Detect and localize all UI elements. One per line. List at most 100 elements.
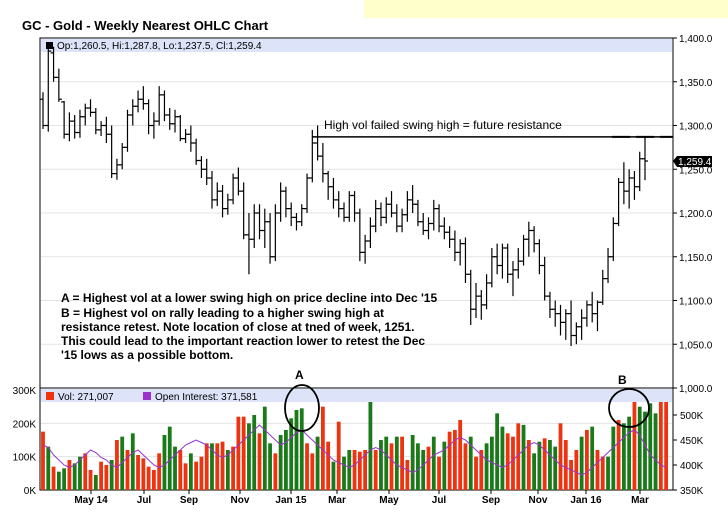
oi-tick-label: 350K bbox=[680, 486, 704, 497]
volume-bar bbox=[548, 440, 552, 490]
volume-bar bbox=[394, 436, 399, 490]
volume-bar bbox=[437, 456, 441, 490]
volume-bar bbox=[284, 430, 288, 490]
volume-bar bbox=[521, 425, 526, 490]
volume-bar bbox=[421, 450, 426, 490]
volume-bar bbox=[236, 416, 241, 490]
volume-bar bbox=[125, 450, 130, 490]
volume-bar bbox=[199, 456, 204, 490]
volume-bar bbox=[141, 458, 146, 490]
date-tick-label: Sep bbox=[180, 495, 198, 506]
date-tick-label: Nov bbox=[231, 495, 250, 506]
volume-bar bbox=[336, 421, 341, 490]
date-tick-label: Jul bbox=[432, 495, 447, 506]
explanation-line: '15 lows as a possible bottom. bbox=[61, 348, 233, 362]
open-interest-axis: 500K 450K 400K 350K bbox=[673, 411, 704, 497]
volume-bar bbox=[78, 456, 82, 490]
volume-bar bbox=[368, 398, 373, 490]
volume-bar bbox=[115, 440, 119, 490]
explanation-line: resistance retest. Note location of clos… bbox=[61, 320, 414, 334]
volume-legend-swatch bbox=[46, 392, 54, 400]
last-price-label: 1,259.4 bbox=[678, 157, 712, 168]
explanation-line: B = Highest vol on rally leading to a hi… bbox=[61, 306, 384, 320]
date-tick-label: May 14 bbox=[74, 495, 108, 506]
resistance-note: High vol failed swing high = future resi… bbox=[324, 118, 562, 132]
oi-tick-label: 400K bbox=[680, 461, 704, 472]
volume-bar bbox=[51, 466, 56, 490]
volume-bar bbox=[400, 436, 404, 490]
volume-bar bbox=[585, 430, 589, 490]
volume-bar bbox=[606, 456, 610, 490]
volume-bar bbox=[648, 403, 653, 490]
volume-bar bbox=[72, 463, 77, 490]
price-tick-label: 1,150.0 bbox=[679, 253, 713, 264]
volume-bar bbox=[305, 443, 309, 490]
volume-bar bbox=[664, 399, 669, 490]
volume-bar bbox=[373, 450, 378, 490]
volume-bar bbox=[405, 460, 410, 490]
price-bars bbox=[40, 45, 648, 346]
volume-bar bbox=[452, 430, 457, 490]
volume-bar bbox=[194, 461, 199, 490]
date-axis: May 14 Jul Sep Nov Jan 15 Mar May Jul Sep Nov Jan … bbox=[74, 490, 649, 506]
volume-tick-label: 100K bbox=[13, 453, 37, 464]
price-tick-label: 1,100.0 bbox=[679, 297, 713, 308]
volume-bar bbox=[416, 443, 420, 490]
volume-bar bbox=[505, 433, 510, 490]
volume-bar bbox=[357, 451, 362, 490]
volume-bar bbox=[379, 440, 383, 490]
volume-bars bbox=[41, 396, 669, 490]
volume-bar bbox=[225, 450, 230, 490]
marker-a-circle bbox=[284, 384, 320, 432]
volume-bar bbox=[178, 450, 183, 490]
volume-bar bbox=[167, 426, 172, 490]
volume-bar bbox=[342, 456, 346, 490]
date-tick-label: May bbox=[379, 495, 399, 506]
price-legend-bar bbox=[41, 39, 672, 52]
volume-bar bbox=[458, 420, 463, 490]
explanation-line: A = Highest vol at a lower swing high on… bbox=[61, 291, 437, 305]
volume-axis: 300K 200K 100K 0K bbox=[13, 386, 37, 497]
volume-bar bbox=[447, 431, 452, 490]
date-tick-label: Jan 15 bbox=[275, 495, 307, 506]
volume-bar bbox=[363, 450, 368, 490]
volume-bar bbox=[616, 420, 621, 490]
volume-bar bbox=[579, 436, 584, 490]
volume-bar bbox=[220, 441, 225, 490]
oi-tick-label: 500K bbox=[680, 411, 704, 422]
date-tick-label: Mar bbox=[631, 495, 649, 506]
volume-bar bbox=[479, 450, 484, 490]
volume-bar bbox=[331, 461, 336, 490]
volume-bar bbox=[484, 443, 489, 490]
price-tick-label: 1,250.0 bbox=[679, 165, 713, 176]
volume-bar bbox=[474, 456, 478, 490]
volume-bar bbox=[537, 441, 542, 490]
marker-b: B bbox=[608, 373, 650, 428]
marker-b-label: B bbox=[618, 373, 627, 387]
volume-bar bbox=[558, 423, 563, 490]
volume-bar bbox=[621, 423, 626, 490]
volume-bar bbox=[46, 446, 51, 490]
volume-bar bbox=[252, 415, 257, 490]
volume-bar bbox=[511, 436, 515, 490]
date-tick-label: Nov bbox=[529, 495, 548, 506]
volume-bar bbox=[289, 418, 294, 490]
volume-bar bbox=[136, 455, 140, 490]
volume-bar bbox=[56, 471, 61, 490]
volume-bar bbox=[231, 446, 236, 490]
volume-bar bbox=[532, 453, 537, 490]
volume-bar bbox=[563, 440, 568, 490]
volume-bar bbox=[495, 413, 500, 490]
volume-tick-label: 200K bbox=[13, 419, 37, 430]
volume-bar bbox=[157, 453, 162, 490]
volume-bar bbox=[299, 408, 304, 490]
volume-bar bbox=[553, 446, 558, 490]
volume-bar bbox=[426, 446, 431, 490]
volume-bar bbox=[410, 435, 415, 490]
volume-bar bbox=[247, 423, 251, 490]
volume-bar bbox=[389, 443, 394, 490]
volume-bar bbox=[93, 475, 98, 490]
volume-bar bbox=[83, 453, 88, 490]
volume-bar bbox=[611, 426, 616, 490]
volume-bar bbox=[320, 406, 325, 490]
